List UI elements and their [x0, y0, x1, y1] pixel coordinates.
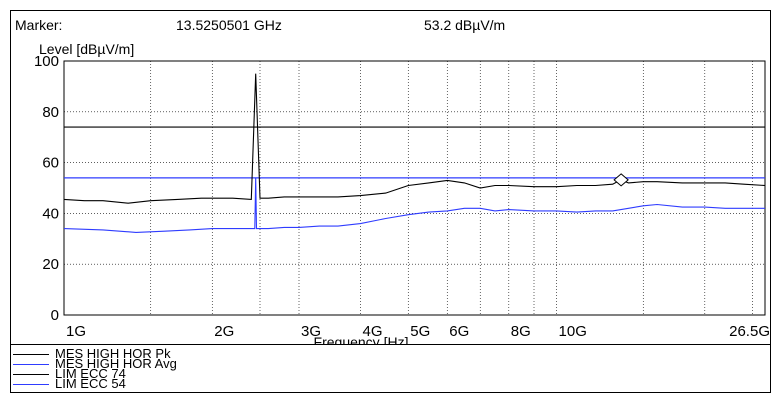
y-tick-label: 40 [42, 205, 59, 222]
legend-swatch [13, 384, 49, 385]
x-tick-label: 1G [66, 323, 86, 340]
series-line [63, 73, 766, 204]
marker-label: Marker: [15, 17, 63, 33]
chart-frame: Marker: 13.5250501 GHz 53.2 dBµV/m 0 20 40… [10, 10, 771, 393]
legend-swatch [13, 364, 49, 365]
x-tick-label: 4G [363, 323, 383, 340]
emc-plot: 0 20 40 60 80 100 1G 2G 3G 4G 5G 6G 8G 10G 26.5G Level … [34, 41, 770, 344]
plot-area [63, 60, 766, 316]
x-tick-label: 26.5G [729, 323, 770, 340]
x-tick-label: 6G [449, 323, 469, 340]
marker-level: 53.2 dBµV/m [424, 17, 506, 33]
legend-separator [11, 344, 770, 345]
x-tick-label: 2G [214, 323, 234, 340]
marker-frequency: 13.5250501 GHz [176, 17, 282, 33]
legend-label: MES HIGH HOR Avg [55, 356, 177, 371]
marker-diamond [613, 173, 629, 187]
x-axis-label: Frequency [Hz] [314, 334, 409, 344]
y-tick-label: 0 [51, 307, 59, 324]
legend-swatch [13, 374, 49, 375]
y-tick-label: 100 [34, 53, 59, 70]
x-tick-label: 3G [301, 323, 321, 340]
y-tick-label: 20 [42, 256, 59, 273]
series-line [63, 177, 765, 233]
y-tick-label: 60 [42, 155, 59, 172]
legend-label: MES HIGH HOR Pk [55, 346, 171, 361]
legend-label: LIM ECC 54 [55, 376, 126, 391]
x-tick-label: 10G [559, 323, 587, 340]
legend-swatch [13, 354, 49, 355]
y-axis-label: Level [dBµV/m] [39, 41, 134, 57]
x-tick-label: 8G [511, 323, 531, 340]
legend-label: LIM ECC 74 [55, 366, 126, 381]
y-tick-label: 80 [42, 104, 59, 121]
x-tick-label: 5G [410, 323, 430, 340]
